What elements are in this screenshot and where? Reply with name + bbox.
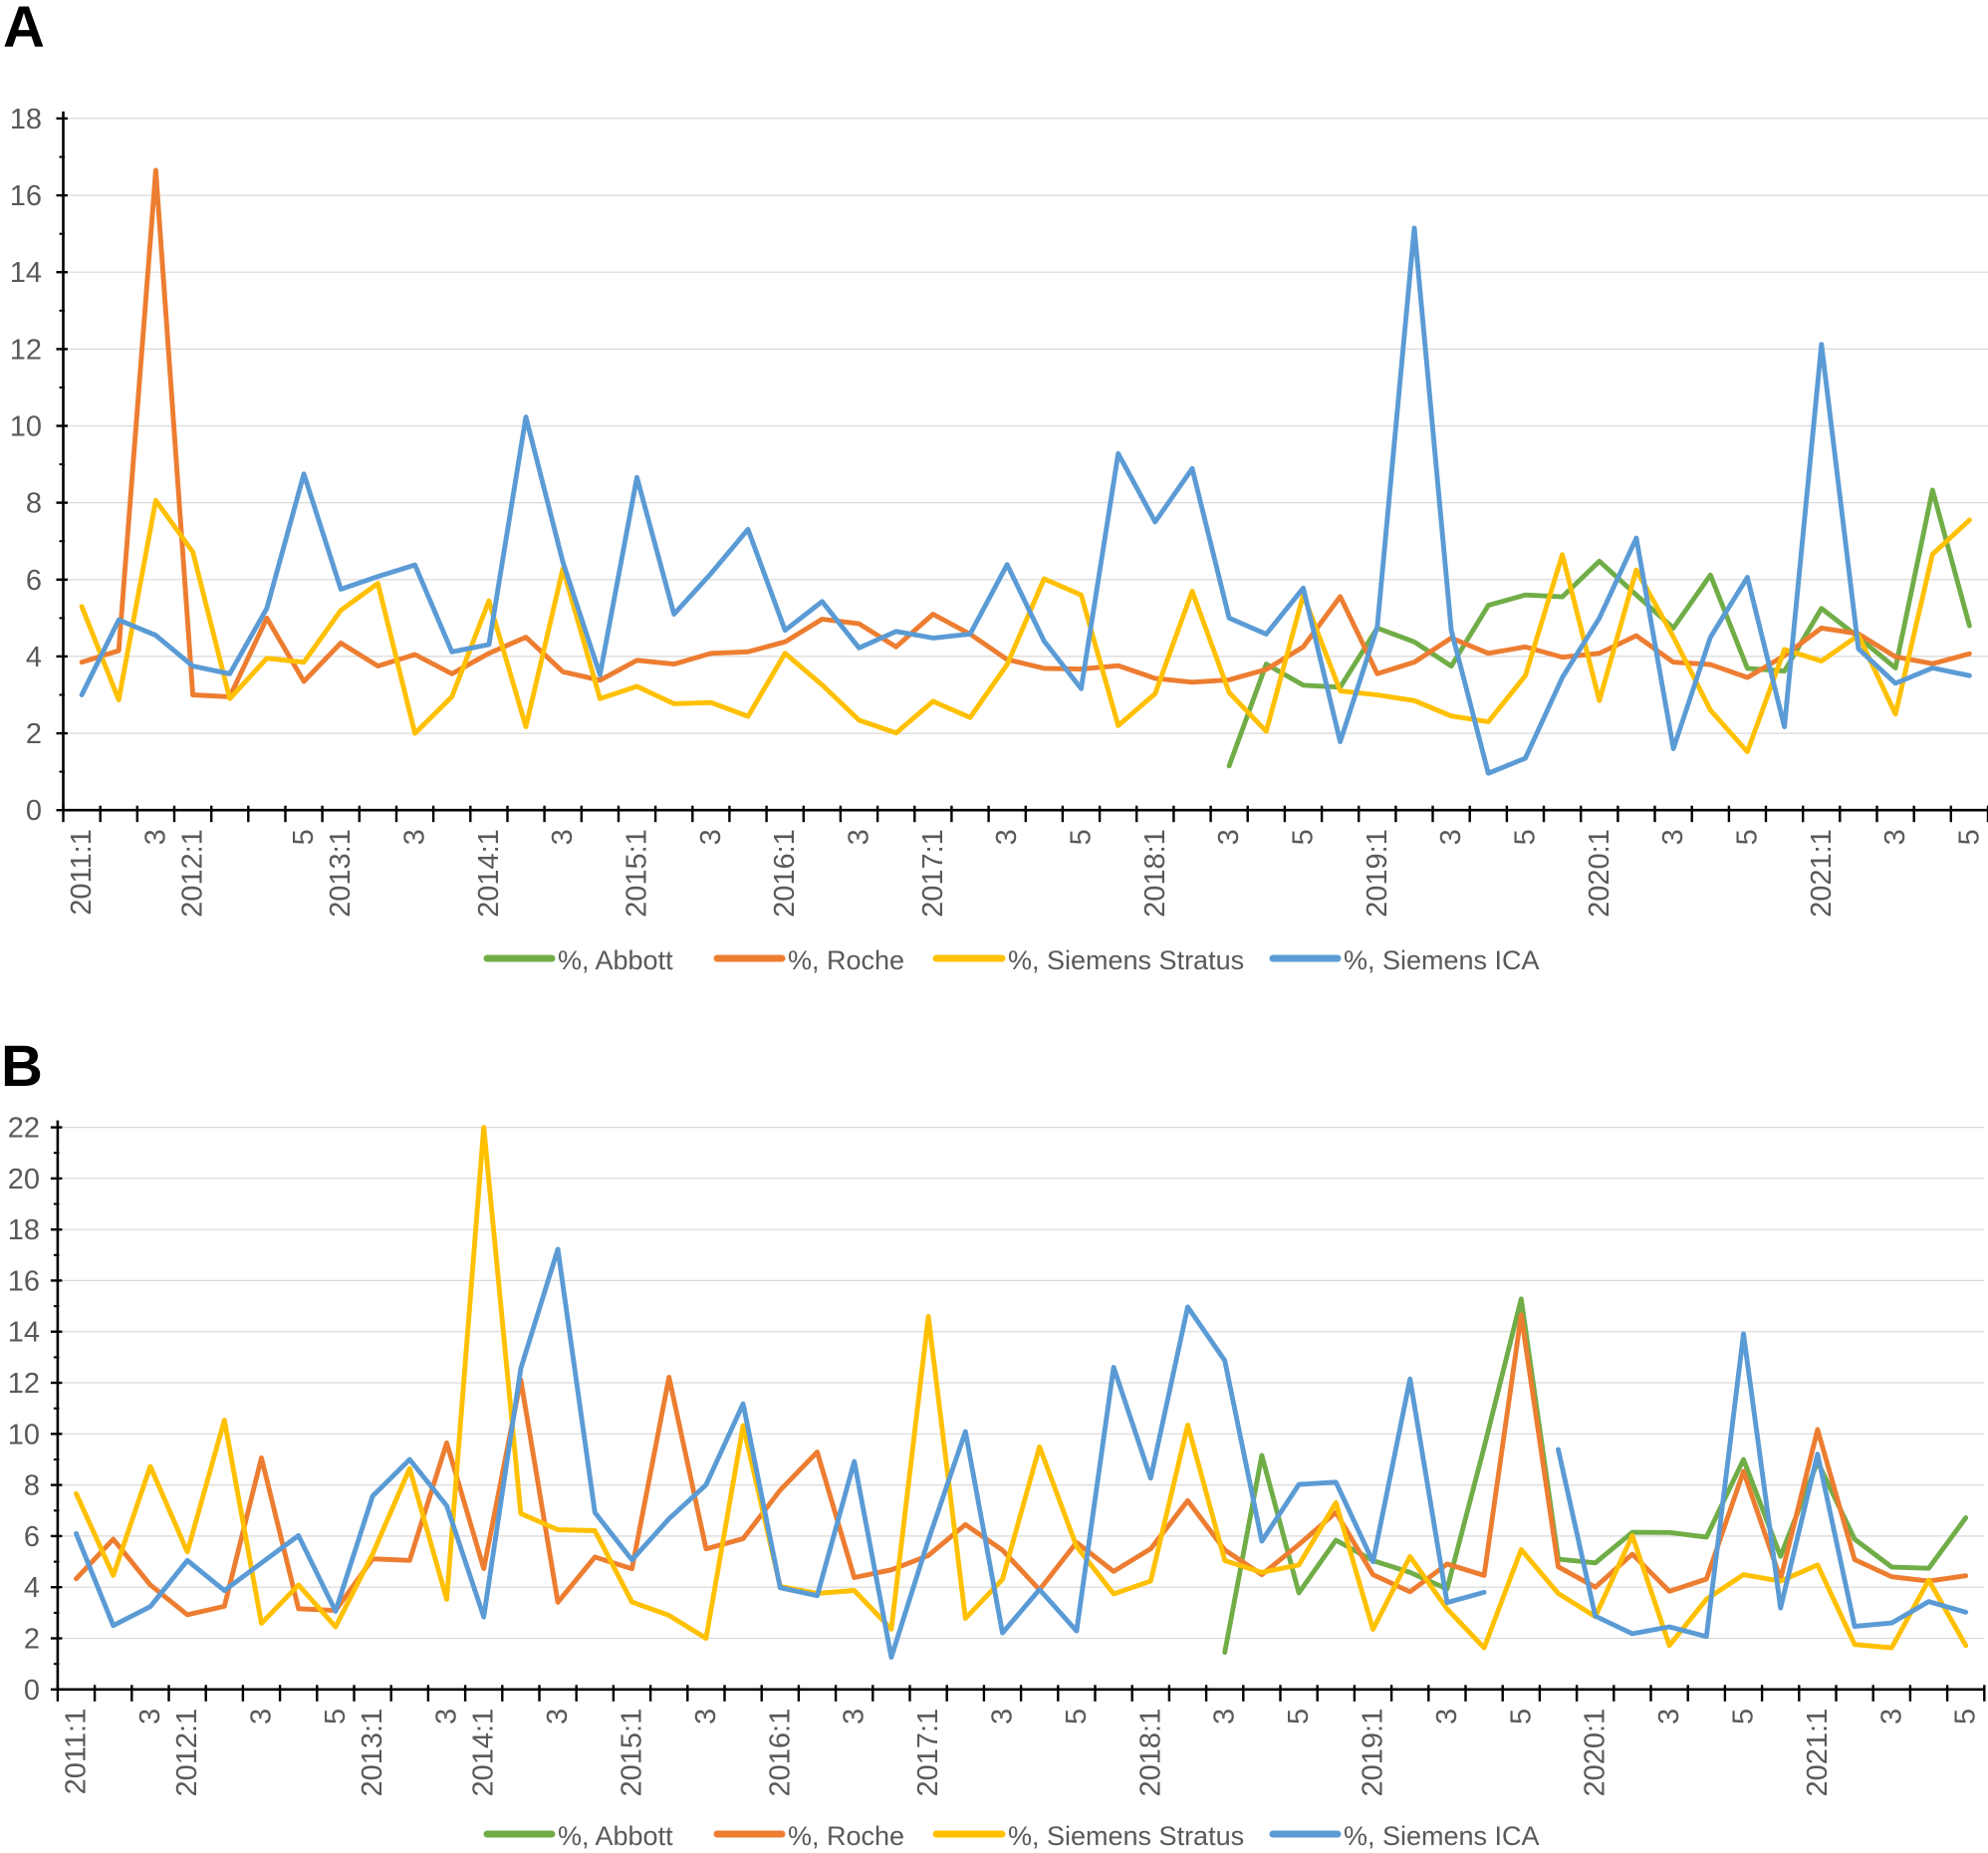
svg-text:5: 5 <box>1288 829 1320 845</box>
svg-text:5: 5 <box>1953 829 1985 845</box>
svg-text:2019:1: 2019:1 <box>1358 1709 1389 1797</box>
svg-text:%, Siemens ICA: %, Siemens ICA <box>1344 945 1540 975</box>
svg-text:3: 3 <box>139 829 171 845</box>
svg-text:2016:1: 2016:1 <box>764 1709 796 1797</box>
svg-text:5: 5 <box>320 1709 352 1724</box>
svg-text:3: 3 <box>987 1709 1019 1724</box>
svg-text:2015:1: 2015:1 <box>617 1709 648 1797</box>
svg-text:20: 20 <box>8 1164 40 1195</box>
svg-text:5: 5 <box>1066 829 1098 845</box>
svg-text:5: 5 <box>1728 1709 1760 1724</box>
svg-text:3: 3 <box>695 829 727 845</box>
svg-text:%, Siemens Stratus: %, Siemens Stratus <box>1008 945 1244 975</box>
svg-text:%, Siemens Stratus: %, Siemens Stratus <box>1008 1821 1244 1851</box>
svg-text:5: 5 <box>1061 1709 1093 1724</box>
svg-text:10: 10 <box>8 1419 40 1451</box>
svg-text:%, Abbott: %, Abbott <box>558 945 673 975</box>
svg-text:2013:1: 2013:1 <box>357 1709 388 1797</box>
svg-text:3: 3 <box>1879 829 1911 845</box>
svg-text:3: 3 <box>134 1709 166 1724</box>
svg-text:16: 16 <box>8 1265 40 1297</box>
svg-text:3: 3 <box>246 1709 278 1724</box>
svg-text:%, Siemens ICA: %, Siemens ICA <box>1344 1821 1540 1851</box>
svg-text:3: 3 <box>1653 1709 1685 1724</box>
svg-text:22: 22 <box>8 1113 40 1145</box>
svg-text:2018:1: 2018:1 <box>1139 829 1171 918</box>
svg-text:%, Abbott: %, Abbott <box>558 1821 673 1851</box>
svg-text:12: 12 <box>8 1368 40 1400</box>
svg-text:2014:1: 2014:1 <box>468 1709 500 1797</box>
svg-text:16: 16 <box>10 180 42 212</box>
svg-text:14: 14 <box>10 257 42 289</box>
svg-text:B: B <box>1 1034 43 1099</box>
svg-text:3: 3 <box>844 829 875 845</box>
svg-text:2015:1: 2015:1 <box>621 829 653 918</box>
svg-text:3: 3 <box>1431 1709 1463 1724</box>
svg-text:%, Roche: %, Roche <box>788 1821 904 1851</box>
svg-text:4: 4 <box>24 1572 40 1604</box>
svg-text:3: 3 <box>690 1709 722 1724</box>
svg-text:4: 4 <box>26 642 42 673</box>
svg-text:0: 0 <box>26 795 42 827</box>
svg-text:3: 3 <box>431 1709 463 1724</box>
svg-text:3: 3 <box>547 829 579 845</box>
svg-text:6: 6 <box>24 1521 40 1553</box>
svg-text:5: 5 <box>1510 829 1542 845</box>
svg-text:2017:1: 2017:1 <box>912 1709 944 1797</box>
svg-text:2013:1: 2013:1 <box>325 829 357 918</box>
svg-text:6: 6 <box>26 565 42 597</box>
svg-text:2011:1: 2011:1 <box>66 829 98 916</box>
svg-text:18: 18 <box>10 104 42 135</box>
svg-text:18: 18 <box>8 1214 40 1246</box>
svg-text:3: 3 <box>1209 1709 1241 1724</box>
svg-text:2020:1: 2020:1 <box>1580 1709 1612 1797</box>
svg-text:5: 5 <box>1283 1709 1315 1724</box>
svg-text:2020:1: 2020:1 <box>1584 829 1615 918</box>
svg-text:8: 8 <box>26 488 42 520</box>
svg-text:2018:1: 2018:1 <box>1134 1709 1166 1797</box>
svg-text:5: 5 <box>288 829 320 845</box>
svg-text:3: 3 <box>399 829 431 845</box>
svg-text:0: 0 <box>24 1675 40 1707</box>
svg-text:3: 3 <box>1213 829 1245 845</box>
svg-text:12: 12 <box>10 334 42 366</box>
svg-text:8: 8 <box>24 1470 40 1502</box>
svg-text:14: 14 <box>8 1317 40 1349</box>
svg-text:2014:1: 2014:1 <box>473 829 505 918</box>
svg-text:5: 5 <box>1950 1709 1982 1724</box>
svg-text:A: A <box>3 0 45 60</box>
svg-text:3: 3 <box>991 829 1023 845</box>
svg-text:2011:1: 2011:1 <box>61 1709 93 1795</box>
svg-text:2021:1: 2021:1 <box>1802 1709 1834 1797</box>
svg-text:3: 3 <box>542 1709 574 1724</box>
svg-text:2016:1: 2016:1 <box>769 829 801 918</box>
svg-text:2019:1: 2019:1 <box>1362 829 1393 918</box>
svg-text:3: 3 <box>1875 1709 1907 1724</box>
svg-text:3: 3 <box>1435 829 1467 845</box>
svg-text:5: 5 <box>1731 829 1763 845</box>
svg-text:3: 3 <box>1657 829 1689 845</box>
svg-text:2017:1: 2017:1 <box>917 829 949 918</box>
svg-text:2012:1: 2012:1 <box>171 1709 203 1797</box>
svg-text:2021:1: 2021:1 <box>1806 829 1838 918</box>
svg-text:2: 2 <box>26 718 42 750</box>
svg-text:2: 2 <box>24 1624 40 1656</box>
svg-text:2012:1: 2012:1 <box>177 829 209 918</box>
svg-text:%, Roche: %, Roche <box>788 945 904 975</box>
svg-text:3: 3 <box>839 1709 870 1724</box>
svg-text:10: 10 <box>10 411 42 443</box>
svg-text:5: 5 <box>1505 1709 1537 1724</box>
